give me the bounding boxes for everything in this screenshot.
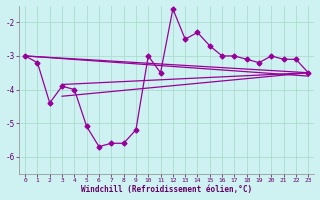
X-axis label: Windchill (Refroidissement éolien,°C): Windchill (Refroidissement éolien,°C) [81, 185, 252, 194]
